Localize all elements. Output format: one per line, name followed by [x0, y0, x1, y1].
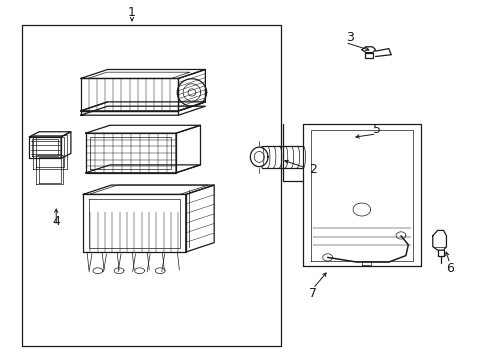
- Text: 2: 2: [308, 163, 316, 176]
- Text: 5: 5: [372, 123, 380, 136]
- Text: 7: 7: [308, 287, 316, 300]
- Text: 6: 6: [445, 262, 453, 275]
- Text: 4: 4: [52, 215, 60, 228]
- Text: 3: 3: [345, 31, 353, 44]
- Text: 1: 1: [128, 6, 136, 19]
